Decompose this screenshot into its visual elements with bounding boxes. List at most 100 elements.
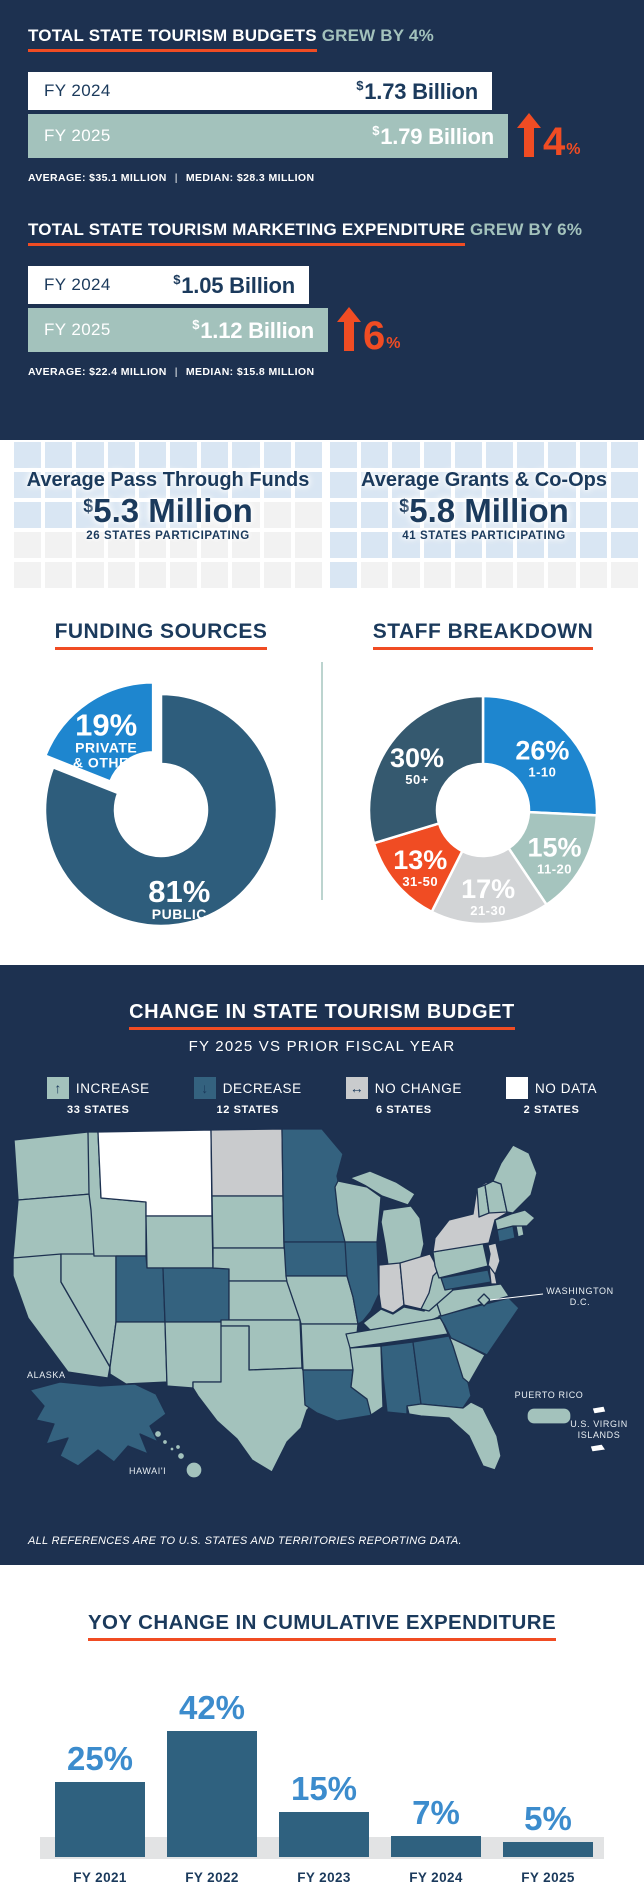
waffle-cell	[138, 472, 166, 498]
yoy-value-label: 25%	[67, 1740, 133, 1777]
waffle-cell	[201, 562, 229, 588]
currency-sign: $	[192, 316, 200, 332]
slice-sub-label: & OTHER	[73, 754, 140, 770]
change-unit: %	[386, 335, 401, 352]
pie-slice-19%	[43, 681, 155, 784]
slice-pct-label: 15%	[527, 832, 581, 862]
waffle-cell	[454, 502, 482, 528]
yoy-value-label: 5%	[524, 1800, 572, 1837]
hawaii-label: HAWAI'I	[129, 1466, 166, 1476]
waffle-cell	[294, 472, 322, 498]
slice-pct-label: 13%	[393, 845, 447, 875]
waffle-cell	[454, 562, 482, 588]
waffle-cell	[14, 472, 42, 498]
waffle-cell	[486, 442, 514, 468]
map-subtitle: FY 2025 VS PRIOR FISCAL YEAR	[188, 1038, 456, 1055]
waffle-cell	[263, 562, 291, 588]
staff-title: STAFF BREAKDOWN	[322, 620, 644, 650]
dc-callout-line	[489, 1293, 544, 1301]
staff-donut-chart: 26%1-10 15%11-20 17%21-30 13%31-50 30%50+	[367, 694, 599, 926]
waffle-cell	[201, 442, 229, 468]
vertical-divider	[321, 662, 323, 900]
waffle-cell	[486, 502, 514, 528]
waffle-cell	[232, 532, 260, 558]
yoy-value-label: 42%	[179, 1689, 245, 1726]
waffle-cell	[232, 562, 260, 588]
state-CO	[162, 1267, 230, 1323]
card-caption: 26 STATES PARTICIPATING	[86, 529, 250, 542]
waffle-cell	[486, 532, 514, 558]
usvi-label: ISLANDS	[578, 1430, 621, 1440]
bar-marketing-fy2024: FY 2024 $1.05 Billion	[28, 266, 309, 304]
bar-label: FY 2025	[44, 126, 111, 145]
state-NM	[164, 1321, 230, 1389]
waffle-cell	[361, 562, 389, 588]
waffle-cell	[263, 502, 291, 528]
state-IA	[283, 1241, 354, 1277]
waffle-cell	[45, 472, 73, 498]
slice-pct-label: 81%	[148, 874, 210, 909]
pie-slice-17%	[430, 846, 549, 926]
waffle-cell	[361, 442, 389, 468]
state-HI	[153, 1429, 203, 1479]
waffle-cell	[14, 562, 42, 588]
waffle-cell	[232, 502, 260, 528]
waffle-cell	[486, 562, 514, 588]
waffle-cell	[138, 562, 166, 588]
waffle-cell	[107, 472, 135, 498]
usvi-label: U.S. VIRGIN	[570, 1419, 628, 1429]
no-change-swatch-icon: ↔	[345, 1077, 368, 1099]
yoy-bar-chart: 25% FY 2021 42% FY 2022 15% FY 2023 7% FY 2024 5…	[40, 1689, 604, 1885]
waffle-cell	[232, 442, 260, 468]
slice-pct-label: 30%	[390, 743, 444, 773]
yoy-category-label: FY 2023	[297, 1870, 351, 1885]
yoy-value-label: 15%	[291, 1770, 357, 1807]
waffle-cell	[330, 472, 358, 498]
median-stat: MEDIAN: $15.8 MILLION	[185, 366, 315, 378]
waffle-grid	[14, 442, 322, 588]
legend-count: 2 STATES	[523, 1104, 580, 1116]
grants-coops-card: Average Grants & Co-Ops $5.8 Million 41 …	[330, 442, 638, 588]
slice-pct-label: 26%	[515, 735, 569, 765]
up-arrow-icon	[337, 307, 361, 351]
state-IL	[344, 1241, 380, 1325]
waffle-cell	[423, 442, 451, 468]
yoy-value-label: 7%	[412, 1794, 460, 1831]
legend-increase: ↑ INCREASE 33 STATES	[46, 1077, 150, 1116]
waffle-cell	[294, 532, 322, 558]
state-MS	[349, 1345, 384, 1416]
state-DE	[488, 1265, 498, 1285]
puerto-rico-label: PUERTO RICO	[515, 1390, 584, 1400]
waffle-cell	[610, 532, 638, 558]
pass-through-text: Average Pass Through Funds $5.3 Million …	[14, 442, 322, 588]
bar-label: FY 2024	[44, 81, 111, 100]
bar-marketing-fy2025: FY 2025 $1.12 Billion	[28, 308, 328, 352]
waffle-cell	[170, 532, 198, 558]
legend-count: 12 STATES	[216, 1104, 279, 1116]
waffle-cell	[45, 502, 73, 528]
budget-change-indicator: 4 %	[517, 113, 580, 162]
waffle-cell	[517, 502, 545, 528]
up-arrow-icon	[517, 113, 541, 157]
bar-value: $1.05 Billion	[173, 271, 295, 298]
dc-label: WASHINGTON	[546, 1286, 614, 1296]
staff-breakdown-column: STAFF BREAKDOWN 26% 1-10 15% 11-20 17% 21-30 1…	[322, 620, 644, 965]
state-SD	[211, 1195, 285, 1249]
waffle-cell	[361, 472, 389, 498]
waffle-cell	[392, 562, 420, 588]
waffle-cell	[392, 472, 420, 498]
waffle-cell	[579, 562, 607, 588]
yoy-category-label: FY 2021	[73, 1870, 127, 1885]
alaska-label: ALASKA	[27, 1370, 66, 1380]
legend-label: NO CHANGE	[374, 1080, 462, 1096]
funding-sources-column: FUNDING SOURCES 81% PUBLIC 19% PRIVATE & OTH…	[0, 620, 322, 965]
waffle-cell	[579, 442, 607, 468]
waffle-cell	[454, 472, 482, 498]
bar-value: $1.73 Billion	[356, 77, 478, 104]
currency-sign: $	[83, 496, 94, 516]
average-stat: AVERAGE: $35.1 MILLION	[28, 172, 167, 184]
waffle-cell	[610, 442, 638, 468]
slice-sub-label: 31-50	[402, 874, 438, 889]
waffle-cell	[294, 442, 322, 468]
